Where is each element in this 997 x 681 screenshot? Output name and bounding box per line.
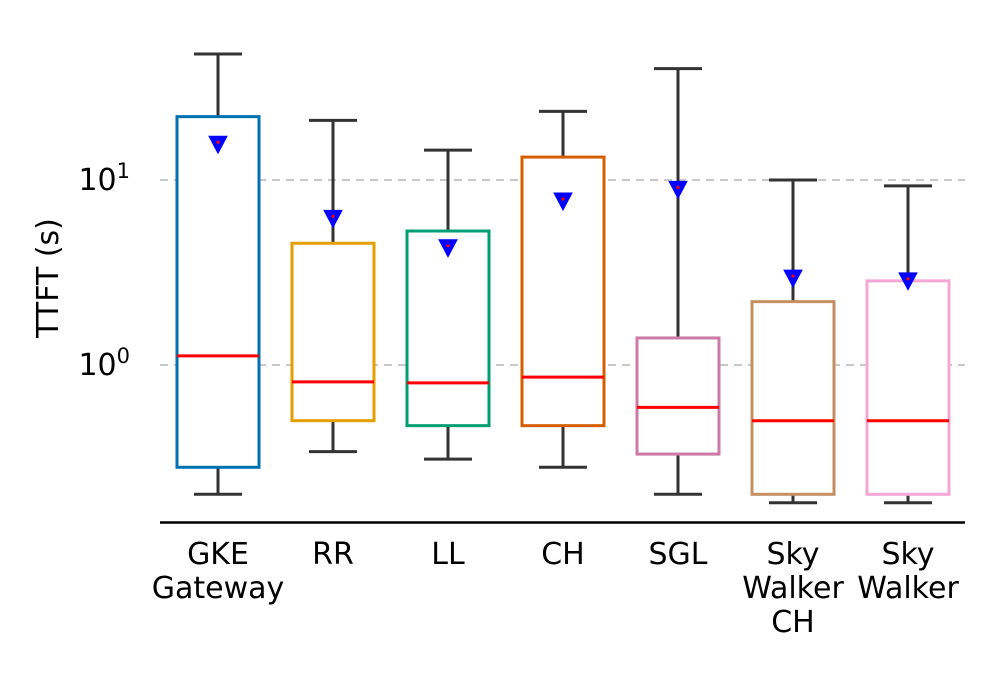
mean-marker: [783, 269, 803, 289]
x-tick-label-line: Walker: [857, 571, 959, 606]
mean-marker: [323, 209, 343, 229]
mean-marker-dot: [216, 140, 220, 144]
iqr-box: [750, 300, 836, 496]
x-tick-label-line: GKE: [187, 537, 249, 572]
box-group: [175, 52, 261, 496]
y-tick-exponent: 0: [117, 344, 130, 368]
y-tick-label: 100: [78, 344, 130, 383]
box-group: [520, 109, 606, 469]
y-tick-exponent: 1: [117, 159, 130, 183]
x-tick-label: Sky Walker: [857, 537, 959, 606]
mean-marker: [898, 272, 918, 291]
iqr-box: [405, 229, 491, 428]
box-group: [635, 67, 721, 496]
x-tick-label-line: Walker: [742, 571, 844, 606]
x-tick-label-line: CH: [771, 605, 815, 640]
x-tick-label: RR: [312, 537, 354, 572]
box-group: [290, 118, 376, 454]
x-tick-label: SGL: [648, 537, 707, 572]
x-tick-label: CH: [541, 537, 585, 572]
mean-marker-dot: [446, 244, 450, 248]
iqr-box: [635, 336, 721, 456]
x-tick-label-line: Gateway: [152, 571, 285, 606]
box-group: [405, 148, 491, 461]
iqr-box: [175, 115, 261, 469]
x-tick-label-line: CH: [541, 537, 585, 572]
y-axis-label: TTFT (s): [31, 218, 66, 339]
y-tick-base: 10: [78, 163, 116, 198]
mean-marker-dot: [561, 197, 565, 201]
mean-marker: [438, 239, 458, 258]
x-tick-label-line: SGL: [648, 537, 707, 572]
mean-marker-dot: [676, 185, 680, 189]
mean-marker-dot: [791, 274, 795, 278]
y-tick-base: 10: [78, 348, 116, 383]
mean-marker: [668, 180, 688, 200]
x-tick-label: LL: [431, 537, 465, 572]
x-tick-label-line: Sky: [766, 537, 819, 572]
x-tick-label: Sky Walker CH: [742, 537, 844, 640]
box-group: [750, 178, 836, 505]
iqr-box: [865, 279, 951, 496]
x-tick-label: GKE Gateway: [152, 537, 285, 606]
x-tick-label-line: RR: [312, 537, 354, 572]
mean-marker: [208, 135, 228, 155]
mean-marker-dot: [331, 214, 335, 219]
mean-marker: [553, 192, 573, 212]
iqr-box: [290, 241, 376, 423]
box-group: [865, 184, 951, 505]
x-tick-label-line: LL: [431, 537, 465, 572]
x-tick-label-line: Sky: [881, 537, 934, 572]
mean-marker-dot: [906, 277, 910, 281]
y-tick-label: 101: [78, 159, 130, 198]
